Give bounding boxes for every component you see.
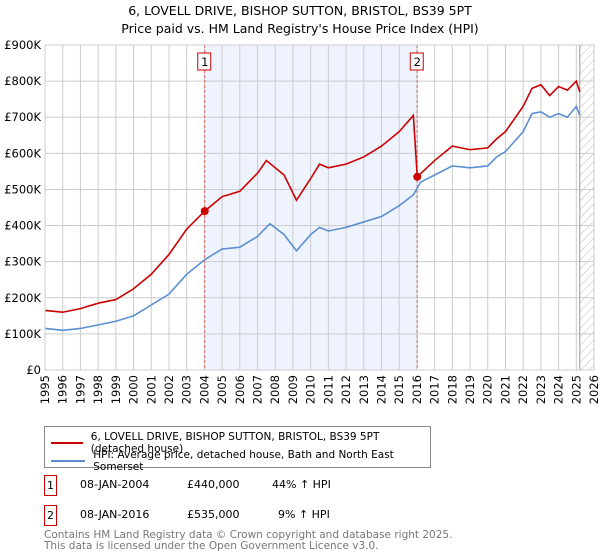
x-tick-label: 2003 — [180, 375, 194, 404]
x-tick-label: 2021 — [498, 375, 512, 404]
x-tick-label: 1998 — [91, 375, 105, 404]
x-tick-label: 2020 — [481, 375, 495, 404]
y-tick-label: £200K — [4, 291, 41, 305]
legend-blue-line — [51, 460, 86, 462]
x-tick-label: 2012 — [339, 375, 353, 404]
x-tick-label: 2008 — [268, 375, 282, 404]
sale-label-box — [197, 52, 212, 71]
x-tick-label: 2024 — [552, 375, 566, 404]
sale-marker-badge: 2 — [44, 505, 57, 526]
y-tick-label: £800K — [4, 74, 41, 88]
x-tick-label: 2018 — [445, 375, 459, 404]
y-tick-label: £400K — [4, 219, 41, 233]
x-tick-label: 2023 — [534, 375, 548, 404]
x-tick-label: 1996 — [56, 375, 70, 404]
legend-red-line — [51, 442, 83, 444]
x-tick-label: 2026 — [587, 375, 600, 404]
x-tick-label: 2002 — [162, 375, 176, 404]
sale-label: 2 — [414, 55, 421, 69]
y-tick-label: £700K — [4, 110, 41, 124]
x-tick-label: 2014 — [374, 375, 388, 404]
sale-label-box — [409, 52, 424, 71]
x-tick-label: 2011 — [321, 375, 335, 404]
sale-hpi: 44% ↑ HPI — [272, 478, 331, 491]
sale-point — [200, 207, 209, 216]
x-tick-label: 2016 — [410, 375, 424, 404]
y-tick-label: £500K — [4, 182, 41, 196]
x-tick-label: 1995 — [38, 375, 52, 404]
sale-point — [413, 172, 422, 181]
legend-hpi-label: HPI: Average price, detached house, Bath… — [93, 449, 394, 473]
x-tick-label: 1997 — [73, 375, 87, 404]
x-tick-label: 2009 — [286, 375, 300, 404]
x-tick-label: 2017 — [428, 375, 442, 404]
plot-border — [44, 44, 595, 371]
sale-date: 08-JAN-2016 — [80, 508, 150, 521]
x-tick-label: 2005 — [215, 375, 229, 404]
forecast-hatch — [579, 45, 594, 370]
y-tick-label: £600K — [4, 146, 41, 160]
y-tick-label: £900K — [4, 38, 41, 52]
hpi-line — [44, 104, 581, 332]
x-tick-label: 1999 — [109, 375, 123, 404]
x-tick-label: 2004 — [197, 375, 211, 404]
sale-date: 08-JAN-2004 — [80, 478, 150, 491]
x-tick-label: 2019 — [463, 375, 477, 404]
chart-title: 6, LOVELL DRIVE, BISHOP SUTTON, BRISTOL,… — [128, 3, 472, 18]
sale-hpi: 9% ↑ HPI — [278, 508, 330, 521]
y-tick-label: £300K — [4, 255, 41, 269]
sale-marker-badge: 1 — [44, 475, 57, 496]
chart-subtitle: Price paid vs. HM Land Registry's House … — [121, 21, 479, 36]
x-tick-label: 2013 — [357, 375, 371, 404]
sale-price: £440,000 — [187, 478, 240, 491]
x-tick-label: 2025 — [569, 375, 583, 404]
y-tick-label: £100K — [4, 327, 41, 341]
sale-label: 1 — [201, 55, 208, 69]
footer-line-1: Contains HM Land Registry data © Crown c… — [44, 529, 453, 541]
x-tick-label: 2007 — [251, 375, 265, 404]
sale-price: £535,000 — [187, 508, 240, 521]
x-tick-label: 2000 — [127, 375, 141, 404]
footer: Contains HM Land Registry data © Crown c… — [44, 530, 452, 552]
x-tick-label: 2006 — [233, 375, 247, 404]
legend: 6, LOVELL DRIVE, BISHOP SUTTON, BRISTOL,… — [44, 426, 431, 473]
x-tick-label: 2010 — [304, 375, 318, 404]
x-tick-label: 2001 — [144, 375, 158, 404]
x-tick-label: 2015 — [392, 375, 406, 404]
y-tick-label: £0 — [26, 363, 41, 377]
footer-line-2: This data is licensed under the Open Gov… — [44, 540, 379, 552]
x-tick-label: 2022 — [516, 375, 530, 404]
price-chart: 1995 1996 1997 1998 1999 2000 2001 2002 2003 2004… — [4, 38, 600, 404]
legend-property-label: 6, LOVELL DRIVE, BISHOP SUTTON, BRISTOL,… — [90, 431, 380, 455]
property-price-line — [44, 79, 581, 314]
